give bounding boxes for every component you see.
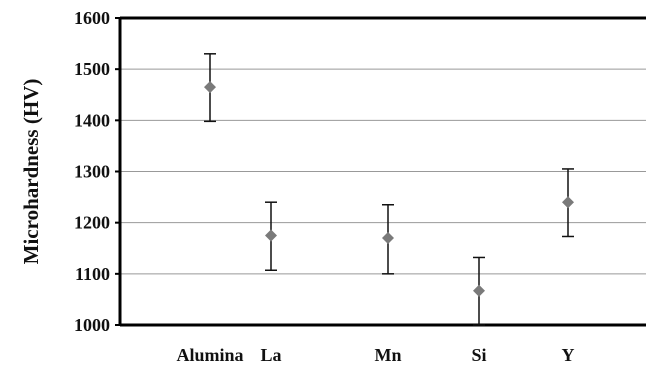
data-points — [204, 81, 574, 297]
data-point — [473, 284, 485, 297]
y-tick-label: 1500 — [74, 59, 110, 79]
x-tick-label: Mn — [375, 345, 402, 365]
x-tick-label: Si — [471, 345, 486, 365]
y-axis-title: Microhardness (HV) — [19, 79, 43, 265]
data-point — [265, 229, 277, 242]
x-tick-labels: Alumina La Mn Si Y — [176, 345, 574, 365]
y-tick-label: 1200 — [74, 213, 110, 233]
axis-layer — [115, 16, 646, 327]
y-tick-label: 1300 — [74, 162, 110, 182]
error-bars — [204, 53, 574, 326]
y-tick-label: 1600 — [74, 8, 110, 28]
y-tick-label: 1400 — [74, 110, 110, 130]
x-tick-label: Alumina — [176, 345, 243, 365]
data-point — [382, 232, 394, 245]
x-tick-label: Y — [562, 345, 575, 365]
grid-layer — [120, 68, 646, 275]
y-tick-labels: 1000 1100 1200 1300 1400 1500 1600 — [74, 8, 110, 335]
data-point — [204, 81, 216, 94]
y-tick-label: 1000 — [74, 315, 110, 335]
data-point — [562, 196, 574, 209]
y-tick-label: 1100 — [75, 264, 110, 284]
x-tick-label: La — [260, 345, 281, 365]
